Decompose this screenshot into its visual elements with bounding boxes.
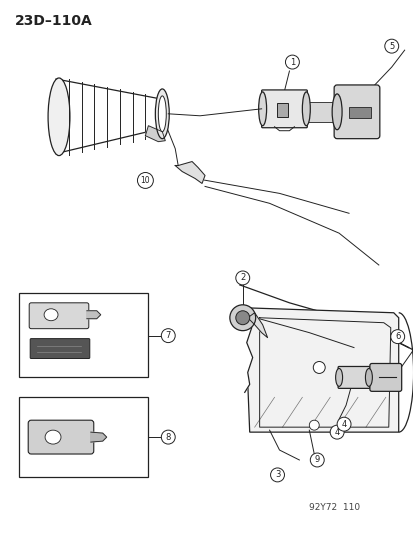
Ellipse shape — [335, 368, 342, 386]
Text: 7: 7 — [165, 331, 171, 340]
FancyBboxPatch shape — [261, 90, 306, 128]
Text: 3: 3 — [274, 471, 280, 479]
Text: 92Y72  110: 92Y72 110 — [309, 503, 360, 512]
Text: 1: 1 — [289, 58, 294, 67]
Circle shape — [137, 173, 153, 188]
Text: 6: 6 — [394, 332, 399, 341]
Text: 8: 8 — [165, 433, 171, 442]
Circle shape — [384, 39, 398, 53]
Circle shape — [309, 420, 318, 430]
Polygon shape — [87, 311, 100, 319]
Circle shape — [161, 430, 175, 444]
Text: 23D–110A: 23D–110A — [15, 14, 93, 28]
Ellipse shape — [48, 78, 70, 156]
Circle shape — [336, 417, 350, 431]
FancyBboxPatch shape — [19, 397, 148, 477]
Circle shape — [285, 55, 299, 69]
Ellipse shape — [155, 89, 169, 139]
Circle shape — [235, 311, 249, 325]
FancyBboxPatch shape — [30, 338, 90, 359]
Polygon shape — [247, 313, 267, 337]
Text: 5: 5 — [388, 42, 394, 51]
Text: 2: 2 — [240, 273, 245, 282]
Circle shape — [310, 453, 323, 467]
Circle shape — [270, 468, 284, 482]
FancyBboxPatch shape — [369, 364, 401, 391]
Text: 4: 4 — [334, 427, 339, 437]
FancyBboxPatch shape — [19, 293, 148, 377]
Ellipse shape — [258, 92, 266, 126]
Circle shape — [330, 425, 343, 439]
Polygon shape — [244, 308, 252, 392]
Circle shape — [161, 329, 175, 343]
Ellipse shape — [44, 309, 58, 321]
Polygon shape — [244, 308, 398, 432]
Polygon shape — [145, 126, 165, 142]
Ellipse shape — [365, 368, 371, 386]
Polygon shape — [90, 432, 107, 442]
Ellipse shape — [158, 96, 166, 132]
Text: 9: 9 — [314, 456, 319, 464]
Text: 10: 10 — [140, 176, 150, 185]
FancyBboxPatch shape — [306, 102, 335, 122]
Text: 4: 4 — [341, 419, 346, 429]
Ellipse shape — [331, 94, 341, 130]
Circle shape — [229, 305, 255, 330]
FancyBboxPatch shape — [28, 420, 93, 454]
Circle shape — [235, 271, 249, 285]
FancyBboxPatch shape — [29, 303, 88, 329]
Polygon shape — [175, 161, 204, 183]
Ellipse shape — [45, 430, 61, 444]
FancyBboxPatch shape — [337, 367, 369, 389]
FancyBboxPatch shape — [348, 107, 370, 118]
Circle shape — [390, 330, 404, 344]
FancyBboxPatch shape — [276, 103, 288, 117]
Circle shape — [313, 361, 325, 374]
FancyBboxPatch shape — [333, 85, 379, 139]
Ellipse shape — [301, 92, 310, 126]
